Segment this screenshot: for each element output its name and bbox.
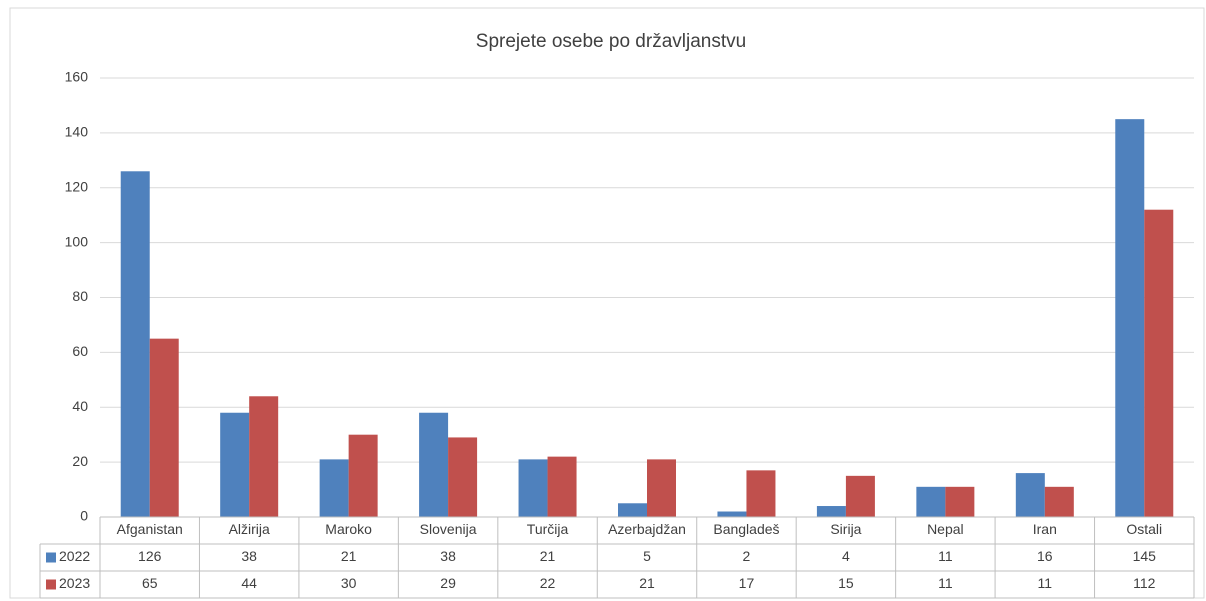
chart-title: Sprejete osebe po državljanstvu [476,31,746,52]
bar [249,396,279,517]
table-value: 44 [241,575,257,591]
table-value: 21 [341,548,357,564]
x-tick-label: Maroko [325,521,372,537]
bar [845,475,875,517]
bar [1015,473,1045,517]
bar [1144,209,1174,517]
table-value: 112 [1133,575,1156,591]
bar [647,459,676,517]
y-tick-label: 20 [72,453,88,469]
legend-swatch [46,552,56,563]
table-value: 16 [1037,548,1053,564]
table-value: 2 [743,548,751,564]
table-value: 29 [440,575,456,591]
x-tick-label: Iran [1033,521,1057,537]
table-value: 21 [639,575,655,591]
legend-label: 2023 [59,575,90,591]
x-tick-label: Sirija [830,521,861,537]
legend-label: 2022 [59,548,90,564]
table-value: 4 [842,548,850,564]
y-tick-label: 80 [72,288,88,304]
bar [1115,119,1145,517]
y-tick-label: 100 [65,233,89,249]
table-value: 11 [938,575,953,591]
bar [547,456,577,517]
table-value: 65 [142,575,158,591]
x-tick-label: Turčija [527,521,569,537]
x-tick-label: Bangladeš [713,521,779,537]
y-tick-label: 60 [72,343,88,359]
y-tick-label: 160 [65,69,89,85]
bar [717,511,747,517]
bar [120,171,150,517]
table-value: 145 [1133,548,1157,564]
table-value: 5 [643,548,651,564]
table-value: 11 [938,548,953,564]
y-tick-label: 120 [65,178,89,194]
bar [1044,486,1074,517]
chart-border [9,7,1205,599]
table-value: 38 [241,548,257,564]
bar [149,338,179,517]
table-value: 30 [341,575,357,591]
table-value: 15 [838,575,854,591]
bar [448,437,478,517]
x-tick-label: Slovenija [420,521,477,537]
table-value: 11 [1038,575,1053,591]
legend-swatch [46,579,56,590]
bar [220,412,250,517]
table-value: 21 [540,548,556,564]
table-value: 22 [540,575,556,591]
x-tick-label: Azerbajdžan [608,521,686,537]
table-value: 38 [440,548,456,564]
x-tick-label: Alžirija [229,521,270,537]
x-tick-label: Ostali [1126,521,1162,537]
bar [518,459,548,517]
bar [916,486,946,517]
x-tick-label: Afganistan [117,521,183,537]
x-tick-label: Nepal [927,521,964,537]
y-tick-label: 40 [72,398,88,414]
bar [319,459,349,517]
bar [746,470,776,517]
y-tick-label: 140 [65,124,89,140]
bar [419,412,449,517]
table-value: 17 [739,575,755,591]
y-tick-label: 0 [80,508,88,524]
table-value: 126 [138,548,162,564]
bar [348,434,378,517]
bar [618,503,647,517]
bar [945,486,975,517]
bar [816,506,846,517]
